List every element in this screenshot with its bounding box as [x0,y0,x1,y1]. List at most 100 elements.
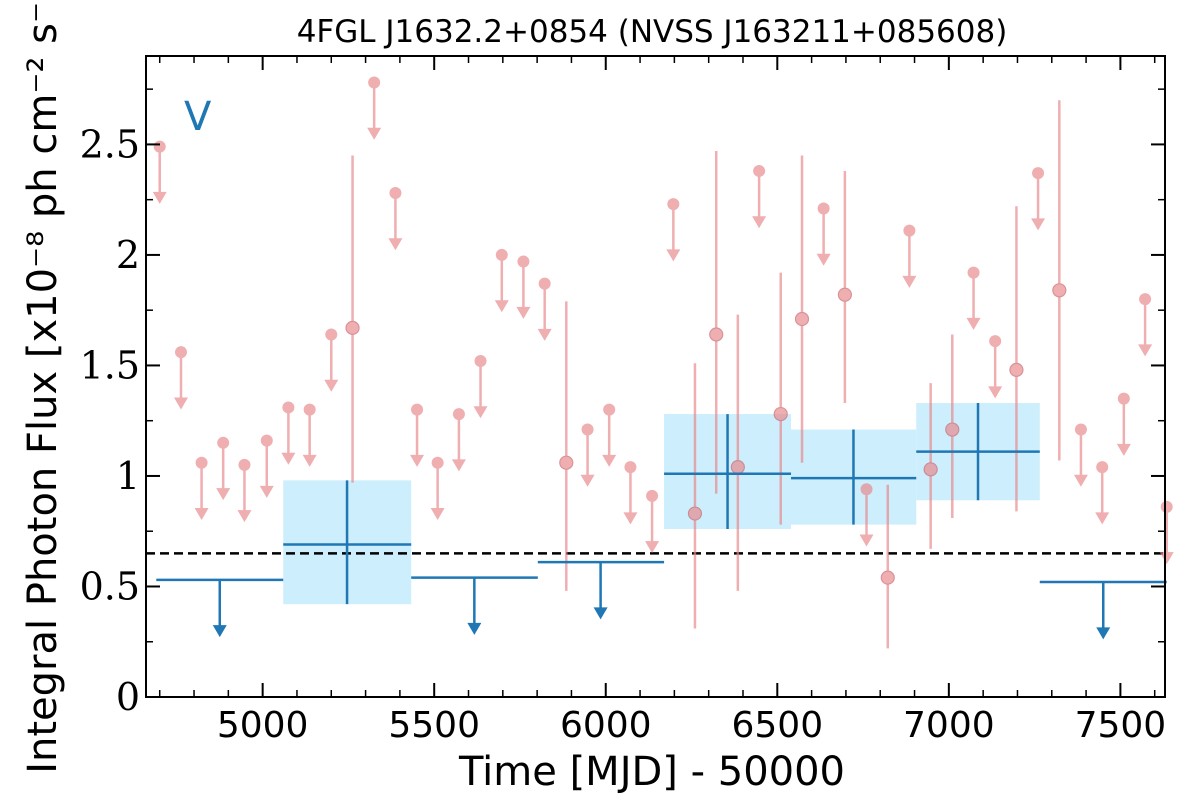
y-tick-label: 2 [116,233,140,277]
upper-limit-arrowhead [516,306,531,319]
short-bin-upper-limit-2 [194,456,209,520]
short-bin-upper-limit-13 [451,408,466,472]
detection-marker [687,506,703,521]
detection-marker [730,460,745,475]
short-bin-upper-limit-31 [1095,461,1110,525]
short-bin-upper-limit-29 [1031,167,1046,231]
short-bin-upper-limit-10 [388,187,403,251]
upper-limit-marker [260,434,273,447]
x-tick-label: 6000 [560,705,652,746]
upper-limit-arrowhead [430,507,445,520]
long-limit-arrowhead [212,625,227,638]
upper-limit-arrowhead [324,379,339,392]
upper-limit-marker [517,255,530,268]
long-bin-upper-limit-3 [1039,580,1167,640]
upper-limit-arrowhead [966,317,981,330]
upper-limit-marker [452,408,465,421]
short-bin-upper-limit-30 [1073,423,1088,487]
upper-limit-marker [1139,293,1152,306]
short-bin-upper-limit-26 [902,224,917,288]
upper-limit-marker [495,248,508,261]
plot-frame [145,55,1166,698]
short-bin-upper-limit-28 [988,335,1003,399]
upper-limit-arrowhead [537,328,552,341]
upper-limit-marker [581,423,594,436]
upper-limit-arrowhead [902,275,917,288]
upper-limit-marker [603,403,616,416]
long-bin-upper-limit-1 [411,576,538,635]
annotation-label: V [184,94,212,140]
detection-marker [945,422,960,437]
short-bin-detection-1 [559,301,574,591]
upper-limit-marker [989,335,1002,348]
long-bin-bands [283,403,1040,605]
upper-limit-marker [217,436,230,449]
short-bin-upper-limit-32 [1116,392,1131,456]
upper-limit-marker [411,403,424,416]
short-bin-upper-limit-33 [1138,293,1153,357]
upper-limit-marker [967,266,980,279]
detection-marker [880,570,895,585]
upper-limit-arrowhead [1095,512,1110,525]
x-axis-label: Time [MJD] - 50000 [458,749,845,795]
upper-limit-marker [325,328,338,341]
upper-limit-marker [474,355,487,368]
upper-limit-arrowhead [1073,474,1088,487]
x-tick-label: 6500 [731,705,823,746]
upper-limit-marker [1160,500,1173,513]
upper-limit-marker [153,140,166,153]
y-tick-label: 2.5 [80,122,140,166]
upper-limit-marker [1096,461,1109,474]
short-bin-upper-limit-12 [430,456,445,520]
detection-marker [345,320,360,335]
x-tick-label: 7500 [1075,705,1167,746]
short-bin-upper-limit-16 [516,255,531,319]
detection-marker [794,311,810,327]
upper-limit-arrowhead [216,488,231,501]
upper-limit-arrowhead [237,510,252,523]
short-bin-detection-11 [1009,206,1024,512]
short-bin-upper-limit-22 [666,198,681,262]
upper-limit-arrowhead [451,459,466,472]
short-bin-upper-limit-19 [602,403,617,467]
short-bins-series [152,76,1174,649]
detection-marker [1009,362,1024,377]
short-bin-upper-limit-9 [367,76,382,140]
long-bin-detection-3 [916,403,1040,501]
upper-limit-marker [860,483,873,496]
short-bin-upper-limit-34 [1159,500,1174,565]
y-tick-label: 1.5 [80,343,140,387]
upper-limit-marker [646,489,659,502]
long-bin-detection-1 [664,414,792,530]
x-tick-label: 5000 [217,705,309,746]
upper-limit-arrowhead [194,507,209,520]
upper-limit-arrowhead [988,386,1003,399]
detection-marker [773,406,788,422]
detection-marker [923,462,938,477]
short-bin-upper-limit-6 [281,401,296,465]
long-bin-upper-limit-2 [537,560,665,620]
upper-limit-arrowhead [302,454,317,467]
short-bin-detection-6 [794,155,810,463]
x-tick-label: 5500 [388,705,480,746]
upper-limit-marker [1032,167,1045,180]
upper-limit-marker [195,456,208,469]
short-bin-upper-limit-3 [216,436,231,501]
short-bin-upper-limit-20 [623,461,638,525]
short-bin-detection-0 [345,155,360,483]
upper-limit-arrowhead [152,191,167,204]
short-bin-upper-limit-27 [966,266,981,330]
short-bin-detection-8 [880,484,895,649]
upper-limit-marker [903,224,916,237]
short-bin-detection-5 [773,272,788,525]
upper-limit-marker [1074,423,1087,436]
upper-limit-marker [238,458,251,471]
upper-limit-arrowhead [410,454,425,467]
upper-limit-marker [538,277,551,290]
short-bin-upper-limit-4 [237,458,252,523]
short-bin-upper-limit-18 [580,423,595,487]
short-bin-detection-3 [709,151,724,494]
short-bin-detection-12 [1052,100,1067,461]
short-bin-detection-7 [837,170,852,404]
